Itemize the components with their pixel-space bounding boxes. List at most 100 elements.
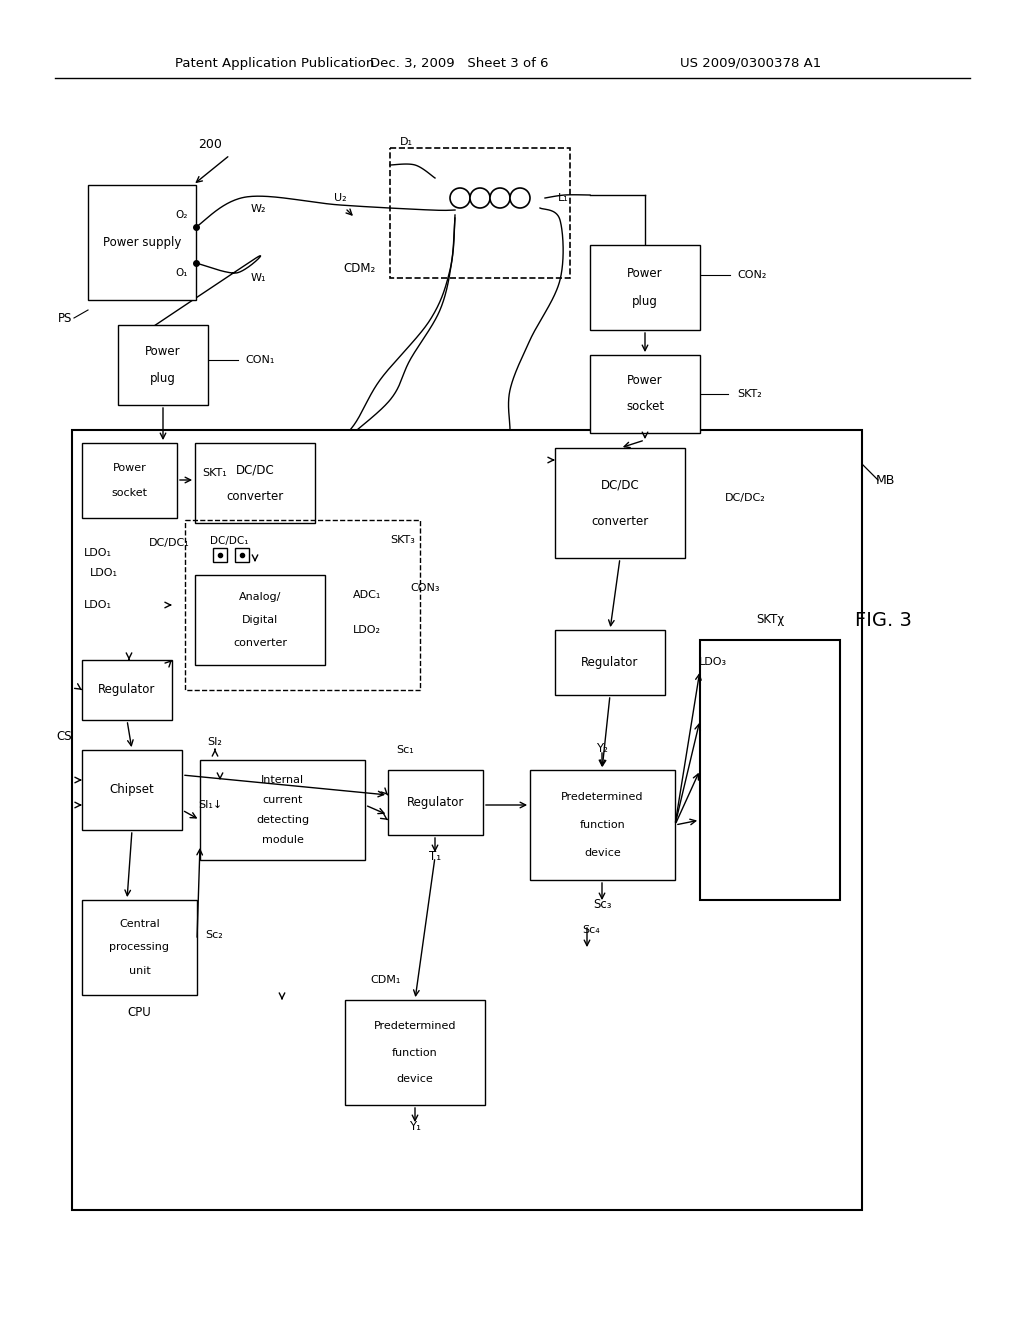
Text: LDO₁: LDO₁: [84, 601, 112, 610]
Text: module: module: [261, 836, 303, 845]
Text: Power: Power: [627, 267, 663, 280]
Text: device: device: [584, 847, 621, 858]
Bar: [200, 760, 365, 861]
Text: Digital: Digital: [242, 615, 279, 624]
Bar: [590, 246, 700, 330]
Text: W₂: W₂: [251, 205, 266, 214]
Text: CDM₂: CDM₂: [344, 261, 376, 275]
Text: Regulator: Regulator: [98, 684, 156, 697]
Bar: [88, 185, 196, 300]
Bar: [82, 750, 182, 830]
Text: O₁: O₁: [176, 268, 188, 279]
Text: Sc₄: Sc₄: [582, 925, 600, 935]
Bar: [82, 900, 197, 995]
Text: Predetermined: Predetermined: [561, 792, 644, 803]
Bar: [195, 576, 325, 665]
Text: Internal: Internal: [261, 775, 304, 785]
Text: ADC₁: ADC₁: [353, 590, 381, 601]
Text: SKT₂: SKT₂: [737, 389, 763, 399]
Text: Y₁: Y₁: [409, 1121, 421, 1134]
Text: Central: Central: [119, 919, 160, 929]
Bar: [700, 640, 840, 900]
Bar: [590, 355, 700, 433]
Text: DC/DC₂: DC/DC₂: [725, 492, 765, 503]
Text: Y₂: Y₂: [596, 742, 608, 755]
Text: converter: converter: [233, 638, 287, 648]
Text: Regulator: Regulator: [582, 656, 639, 669]
Text: SKT₃: SKT₃: [390, 535, 415, 545]
Text: US 2009/0300378 A1: US 2009/0300378 A1: [680, 57, 821, 70]
Text: O₂: O₂: [176, 210, 188, 220]
Text: function: function: [580, 820, 626, 830]
Text: CDM₁: CDM₁: [370, 975, 400, 985]
Text: Analog/: Analog/: [239, 593, 282, 602]
Text: Power: Power: [145, 345, 181, 358]
Text: LDO₃: LDO₃: [699, 657, 727, 667]
Text: current: current: [262, 795, 303, 805]
Text: CON₁: CON₁: [246, 355, 274, 366]
Circle shape: [450, 187, 470, 209]
Circle shape: [510, 187, 530, 209]
Text: plug: plug: [151, 372, 176, 385]
Text: Power supply: Power supply: [102, 236, 181, 249]
Text: CON₂: CON₂: [737, 271, 767, 280]
Bar: [195, 444, 315, 523]
Text: unit: unit: [129, 966, 151, 977]
Text: plug: plug: [632, 296, 658, 308]
Text: SKT₁: SKT₁: [203, 469, 227, 478]
Text: Chipset: Chipset: [110, 784, 155, 796]
Text: Patent Application Publication: Patent Application Publication: [175, 57, 375, 70]
Bar: [345, 1001, 485, 1105]
Text: PS: PS: [57, 312, 72, 325]
Bar: [530, 770, 675, 880]
Text: Sc₂: Sc₂: [205, 931, 223, 940]
Text: W₁: W₁: [251, 273, 266, 282]
Circle shape: [490, 187, 510, 209]
Bar: [72, 430, 862, 1210]
Text: DC/DC: DC/DC: [601, 478, 639, 491]
Text: DC/DC₁: DC/DC₁: [150, 539, 190, 548]
Text: Sc₃: Sc₃: [593, 899, 611, 912]
Text: CS: CS: [56, 730, 72, 742]
Text: SKTχ: SKTχ: [756, 614, 784, 627]
Text: D₁: D₁: [400, 137, 413, 147]
Text: socket: socket: [112, 488, 147, 498]
Circle shape: [470, 187, 490, 209]
Text: device: device: [396, 1073, 433, 1084]
Bar: [555, 630, 665, 696]
Bar: [118, 325, 208, 405]
Text: CPU: CPU: [127, 1006, 151, 1019]
Text: LDO₂: LDO₂: [353, 624, 381, 635]
Text: Regulator: Regulator: [407, 796, 464, 809]
Text: socket: socket: [626, 400, 664, 413]
Bar: [213, 548, 227, 562]
Text: LDO₁: LDO₁: [90, 568, 118, 578]
Bar: [388, 770, 483, 836]
Text: U₂: U₂: [334, 193, 346, 203]
Text: DC/DC: DC/DC: [236, 463, 274, 477]
Text: processing: processing: [110, 942, 170, 953]
Text: Predetermined: Predetermined: [374, 1022, 457, 1031]
Bar: [185, 520, 420, 690]
Text: converter: converter: [592, 515, 648, 528]
Text: Sc₁: Sc₁: [396, 744, 414, 755]
Text: L₁: L₁: [558, 193, 568, 203]
Bar: [390, 148, 570, 279]
Text: SI₁↓: SI₁↓: [198, 800, 222, 810]
Text: DC/DC₁: DC/DC₁: [210, 536, 249, 546]
Text: Power: Power: [627, 375, 663, 388]
Text: LDO₁: LDO₁: [84, 548, 112, 558]
Bar: [555, 447, 685, 558]
Text: Power: Power: [113, 463, 146, 473]
Text: CON₃: CON₃: [410, 583, 439, 593]
Text: Dec. 3, 2009   Sheet 3 of 6: Dec. 3, 2009 Sheet 3 of 6: [370, 57, 549, 70]
Text: FIG. 3: FIG. 3: [855, 610, 912, 630]
Text: T₁: T₁: [429, 850, 441, 863]
Bar: [82, 660, 172, 719]
Text: function: function: [392, 1048, 438, 1057]
Text: MB: MB: [876, 474, 895, 487]
Bar: [234, 548, 249, 562]
Bar: [82, 444, 177, 517]
Text: converter: converter: [226, 490, 284, 503]
Text: 200: 200: [198, 139, 222, 152]
